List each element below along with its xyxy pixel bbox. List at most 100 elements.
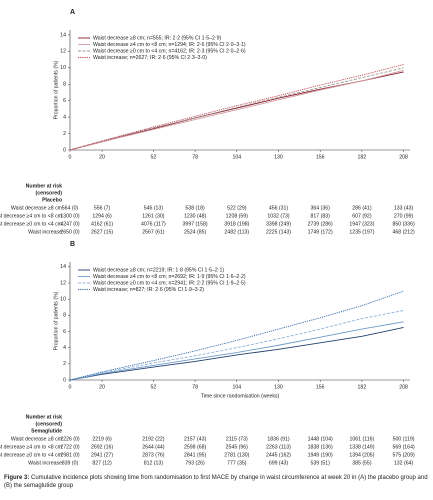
risk-cell: 1061 (116) (350, 436, 375, 442)
x-tick-label: 130 (274, 154, 283, 160)
risk-cell: 132 (64) (394, 460, 414, 466)
risk-cell: 850 (336) (392, 221, 414, 227)
legend-label: Waist decrease ≥8 cm; n=555; IR: 2·2 (95… (93, 35, 221, 41)
risk-cell: 2644 (44) (142, 444, 164, 450)
risk-cell: 2263 (113) (266, 444, 291, 450)
x-tick-label: 0 (69, 384, 72, 390)
risk-cell: 546 (13) (144, 205, 164, 211)
x-tick-label: 130 (274, 384, 283, 390)
risk-cell: 1949 (190) (308, 452, 333, 458)
risk-cell: 827 (12) (92, 460, 112, 466)
y-tick-label: 14 (60, 264, 66, 270)
series-line (69, 69, 404, 151)
legend-label: Waist decrease ≥4 cm to <8 cm; n=2692; I… (93, 274, 246, 280)
risk-cell: 1230 (48) (184, 213, 206, 219)
risk-group: Placebo (42, 197, 62, 203)
risk-cell: 699 (43) (269, 460, 289, 466)
risk-subheader: (censored) (35, 421, 62, 427)
risk-row-label: Waist increase (28, 229, 62, 235)
risk-cell: 2545 (96) (226, 444, 248, 450)
x-tick-label: 78 (192, 384, 198, 390)
x-tick-label: 20 (99, 384, 105, 390)
series-line (69, 64, 404, 151)
series-line (69, 310, 404, 381)
x-tick-label: 104 (232, 154, 241, 160)
risk-cell: 2739 (286) (308, 221, 333, 227)
risk-cell: 270 (99) (394, 213, 414, 219)
legend-label: Waist decrease ≥8 cm; n=2219; IR: 1·8 (9… (93, 267, 224, 273)
y-tick-label: 2 (63, 361, 66, 367)
x-tick-label: 208 (399, 384, 408, 390)
y-tick-label: 4 (63, 345, 66, 351)
x-tick-label: 104 (232, 384, 241, 390)
y-tick-label: 8 (63, 82, 66, 88)
risk-cell: 2781 (130) (224, 452, 249, 458)
risk-cell: 2873 (76) (142, 452, 164, 458)
x-tick-label: 20 (99, 154, 105, 160)
x-tick-label: 52 (151, 154, 157, 160)
risk-cell: 364 (36) (311, 205, 331, 211)
risk-cell: 839 (0) (62, 460, 79, 466)
risk-row-label: Waist decrease ≥0 cm to <4 cm (0, 452, 62, 458)
y-tick-label: 6 (63, 98, 66, 104)
legend-label: Waist decrease ≥0 cm to <4 cm; n=2941; I… (93, 280, 246, 286)
risk-cell: 2692 (16) (91, 444, 113, 450)
risk-cell: 286 (41) (352, 205, 372, 211)
risk-row-label: Waist decrease ≥8 cm (11, 205, 62, 211)
risk-cell: 2157 (43) (184, 436, 206, 442)
risk-cell: 2841 (95) (184, 452, 206, 458)
risk-cell: 2482 (113) (224, 229, 249, 235)
risk-cell: 1749 (172) (308, 229, 333, 235)
panel-label: A (70, 9, 75, 16)
x-tick-label: 208 (399, 154, 408, 160)
risk-cell: 1208 (59) (226, 213, 248, 219)
risk-cell: 2941 (27) (91, 452, 113, 458)
risk-cell: 1235 (197) (349, 229, 374, 235)
caption-label: Figure 3: (4, 475, 30, 481)
risk-cell: 564 (0) (62, 205, 79, 211)
risk-cell: 522 (29) (227, 205, 247, 211)
risk-cell: 539 (51) (311, 460, 331, 466)
risk-cell: 2722 (0) (60, 444, 80, 450)
risk-cell: 500 (119) (393, 436, 415, 442)
risk-cell: 2225 (143) (266, 229, 291, 235)
risk-cell: 2524 (85) (184, 229, 206, 235)
y-tick-label: 8 (63, 313, 66, 319)
risk-cell: 4162 (61) (91, 221, 113, 227)
x-tick-label: 156 (316, 154, 325, 160)
risk-cell: 607 (92) (352, 213, 372, 219)
x-tick-label: 156 (316, 384, 325, 390)
risk-cell: 3997 (158) (183, 221, 208, 227)
legend-label: Waist decrease ≥0 cm to <4 cm; n=4162; I… (93, 48, 246, 54)
risk-row-label: Waist decrease ≥8 cm (11, 436, 62, 442)
y-tick-label: 12 (60, 49, 66, 55)
risk-group: Semaglutide (31, 428, 62, 434)
risk-cell: 456 (31) (269, 205, 289, 211)
risk-cell: 1294 (6) (92, 213, 112, 219)
y-axis-title: Proportion of patients (%) (53, 291, 59, 350)
risk-cell: 385 (55) (352, 460, 372, 466)
risk-cell: 468 (212) (392, 229, 414, 235)
risk-cell: 2445 (162) (266, 452, 291, 458)
y-tick-label: 0 (63, 377, 66, 383)
risk-cell: 538 (18) (185, 205, 205, 211)
risk-row-label: Waist increase (28, 460, 62, 466)
series-line (69, 290, 404, 381)
risk-cell: 556 (7) (94, 205, 111, 211)
risk-cell: 1261 (30) (142, 213, 164, 219)
risk-cell: 2981 (0) (60, 452, 80, 458)
risk-subheader: (censored) (35, 190, 62, 196)
risk-cell: 1394 (205) (349, 452, 374, 458)
risk-cell: 1338 (149) (349, 444, 374, 450)
x-tick-label: 78 (192, 154, 198, 160)
risk-row-label: Waist decrease ≥4 cm to <8 cm (0, 213, 62, 219)
y-tick-label: 6 (63, 329, 66, 335)
caption-text: Cumulative incidence plots showing time … (4, 475, 428, 489)
x-tick-label: 52 (151, 384, 157, 390)
panel-label: B (70, 241, 75, 248)
risk-header: Number at risk (26, 183, 62, 189)
risk-row-label: Waist decrease ≥4 cm to <8 cm (0, 444, 62, 450)
risk-cell: 4247 (0) (60, 221, 80, 227)
